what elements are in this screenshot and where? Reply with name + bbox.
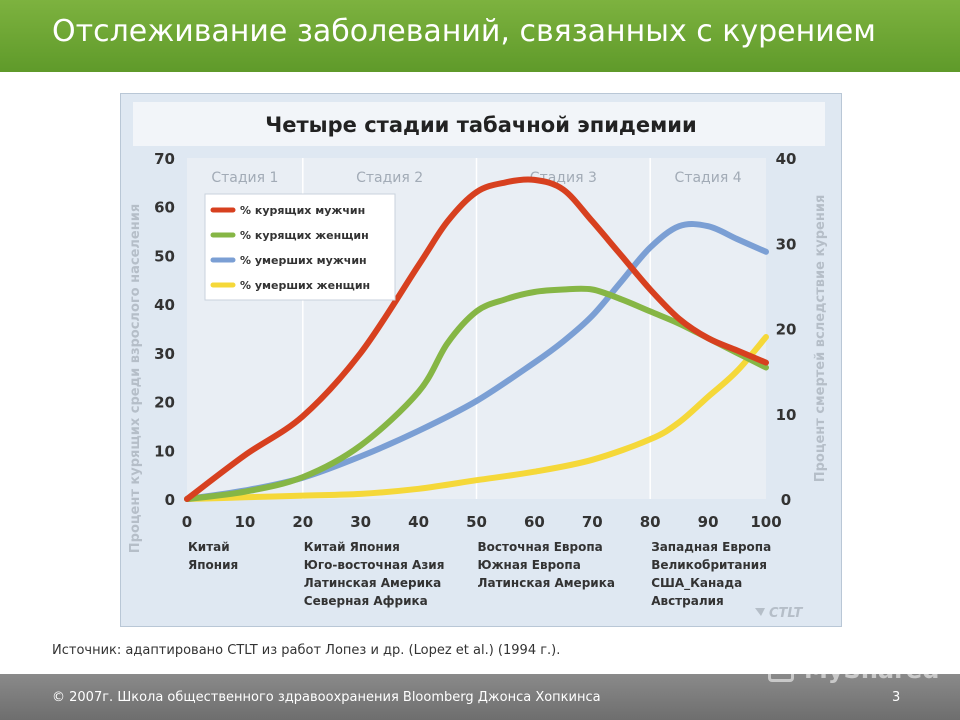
region-label: Южная Европа bbox=[478, 558, 581, 572]
stage-label: Стадия 4 bbox=[675, 170, 742, 186]
x-tick-label: 10 bbox=[234, 513, 255, 531]
x-tick-label: 30 bbox=[350, 513, 371, 531]
chart-title: Четыре стадии табачной эпидемии bbox=[265, 113, 696, 137]
region-label: Юго-восточная Азия bbox=[304, 558, 445, 572]
region-label: Австралия bbox=[651, 594, 724, 608]
series-line-men-smokers bbox=[184, 176, 769, 502]
y-left-tick-label: 30 bbox=[154, 345, 175, 363]
slide-footer: © 2007г. Школа общественного здравоохран… bbox=[0, 674, 960, 720]
footer-copyright: © 2007г. Школа общественного здравоохран… bbox=[52, 690, 601, 705]
y-left-tick-label: 60 bbox=[154, 199, 175, 217]
region-label: Восточная Европа bbox=[478, 540, 603, 554]
y-right-tick-label: 20 bbox=[776, 321, 797, 339]
legend-label: % курящих мужчин bbox=[240, 204, 365, 217]
epidemic-chart: Четыре стадии табачной эпидемии Стадия 1 С… bbox=[128, 102, 828, 621]
watermark-text: MyShared bbox=[804, 656, 940, 684]
region-label: Китай bbox=[188, 540, 230, 554]
page-number: 3 bbox=[892, 690, 901, 705]
y-left-axis-title: Процент курящих среди взрослого населени… bbox=[128, 204, 143, 553]
y-left-tick-label: 50 bbox=[154, 247, 175, 265]
chart-title-bar bbox=[133, 102, 825, 146]
region-label: США_Канада bbox=[651, 576, 742, 591]
y-right-tick-label: 30 bbox=[776, 235, 797, 253]
ctlt-logo-icon bbox=[755, 608, 765, 616]
stage-label: Стадия 2 bbox=[356, 170, 423, 186]
legend-label: % умерших мужчин bbox=[240, 254, 367, 267]
x-tick-label: 20 bbox=[292, 513, 313, 531]
legend-box bbox=[204, 193, 396, 301]
y-right-axis-title: Процент смертей вследствие курения bbox=[813, 195, 828, 483]
region-label: Западная Европа bbox=[651, 540, 771, 554]
region-label: Япония bbox=[188, 558, 238, 572]
x-tick-label: 100 bbox=[750, 513, 781, 531]
region-label: Северная Африка bbox=[304, 594, 428, 608]
region-label: Латинская Америка bbox=[478, 576, 615, 590]
y-left-tick-label: 10 bbox=[154, 442, 175, 460]
y-right-tick-label: 10 bbox=[776, 406, 797, 424]
region-label: Китай Япония bbox=[304, 540, 400, 554]
slide-title: Отслеживание заболеваний, связанных с ку… bbox=[52, 14, 876, 49]
x-tick-label: 60 bbox=[524, 513, 545, 531]
x-tick-label: 80 bbox=[640, 513, 661, 531]
x-tick-label: 90 bbox=[698, 513, 719, 531]
x-tick-label: 40 bbox=[408, 513, 429, 531]
watermark: MyShared bbox=[768, 654, 939, 694]
chart-panel: Четыре стадии табачной эпидемии Стадия 1 С… bbox=[120, 93, 842, 627]
y-left-tick-label: 70 bbox=[154, 150, 175, 168]
footer-text: 2007г. Школа общественного здравоохранен… bbox=[69, 690, 601, 705]
y-left-tick-label: 20 bbox=[154, 394, 175, 412]
stage-label: Стадия 1 bbox=[211, 170, 278, 186]
legend-label: % умерших женщин bbox=[240, 279, 370, 292]
region-label: Латинская Америка bbox=[304, 576, 441, 590]
legend-label: % курящих женщин bbox=[240, 229, 369, 242]
y-right-tick-label: 40 bbox=[776, 150, 797, 168]
series-line-women-deaths bbox=[184, 334, 769, 502]
presentation-icon bbox=[768, 660, 794, 682]
y-right-tick-label: 0 bbox=[781, 491, 791, 509]
region-label: Великобритания bbox=[651, 558, 767, 572]
y-left-tick-label: 40 bbox=[154, 296, 175, 314]
source-note: Источник: адаптировано CTLT из работ Лоп… bbox=[52, 643, 561, 658]
ctlt-logo-text: CTLT bbox=[769, 606, 804, 621]
copyright-symbol: © bbox=[52, 690, 65, 705]
x-tick-label: 0 bbox=[182, 513, 192, 531]
x-tick-label: 50 bbox=[466, 513, 487, 531]
slide-header: Отслеживание заболеваний, связанных с ку… bbox=[0, 0, 960, 72]
x-tick-label: 70 bbox=[582, 513, 603, 531]
y-left-tick-label: 0 bbox=[165, 491, 175, 509]
